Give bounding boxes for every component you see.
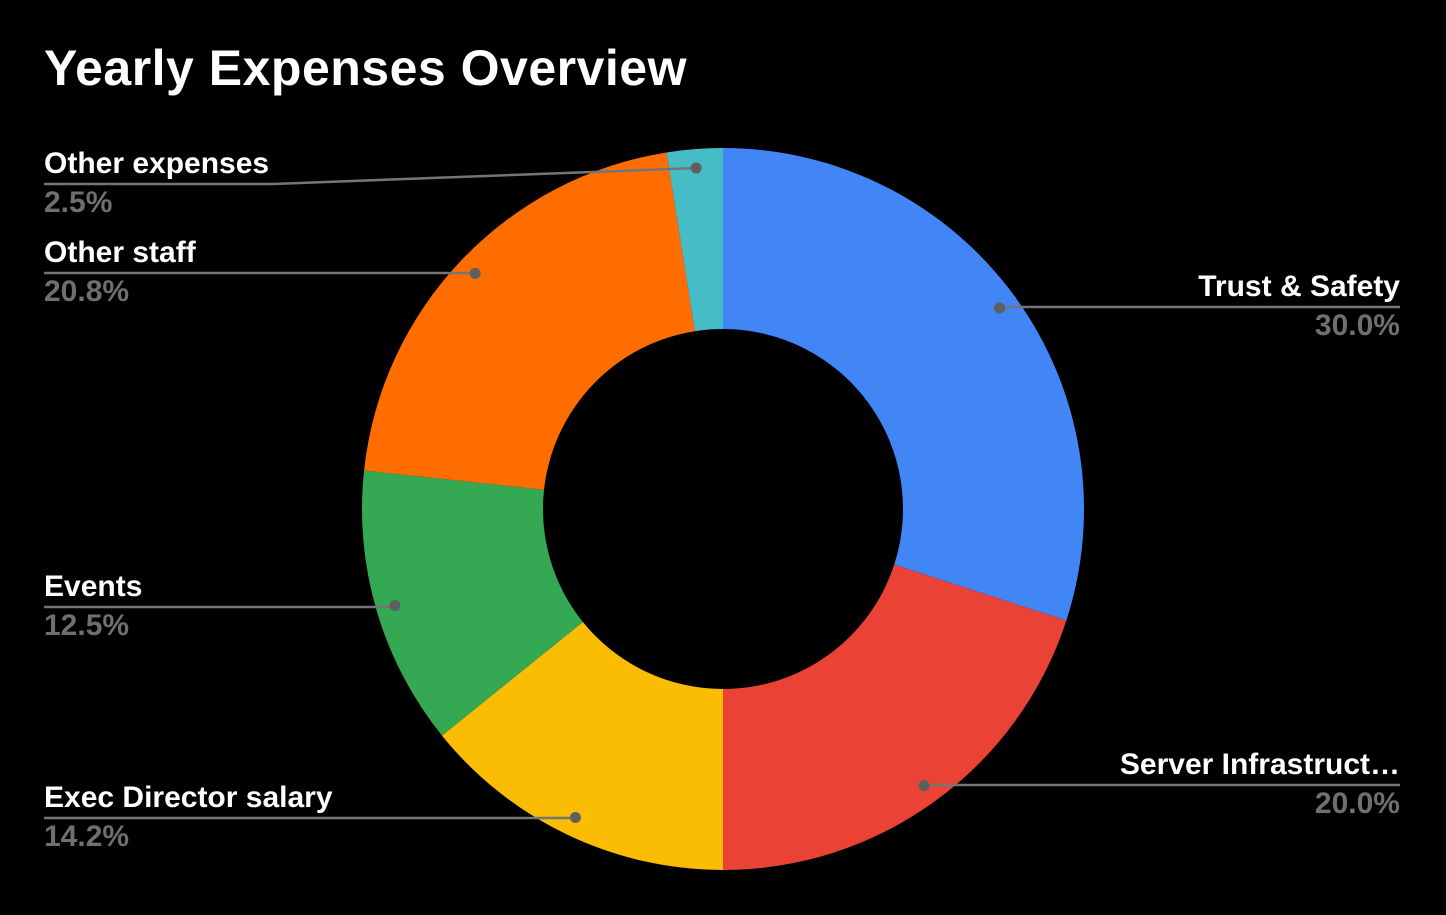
leader-dot-other-expenses: [690, 162, 702, 174]
leader-line-other-expenses: [44, 166, 697, 186]
slice-trust-safety[interactable]: [723, 148, 1084, 621]
leader-line-server-infrastruct: [922, 783, 1400, 787]
slice-other-staff[interactable]: [364, 152, 695, 490]
leader-dot-exec-director-salary: [569, 812, 581, 824]
leader-dot-server-infrastruct: [918, 780, 930, 792]
leader-dot-other-staff: [469, 267, 481, 279]
slice-other-expenses[interactable]: [666, 148, 723, 332]
slice-server-infrastruct[interactable]: [723, 564, 1067, 870]
chart-title: Yearly Expenses Overview: [44, 40, 687, 96]
leader-dot-trust-safety: [994, 302, 1006, 314]
slice-events[interactable]: [361, 470, 583, 736]
leader-line-trust-safety: [998, 305, 1400, 309]
slice-exec-director-salary[interactable]: [441, 621, 723, 870]
leader-dot-events: [389, 599, 401, 611]
leader-line-events: [44, 605, 397, 609]
